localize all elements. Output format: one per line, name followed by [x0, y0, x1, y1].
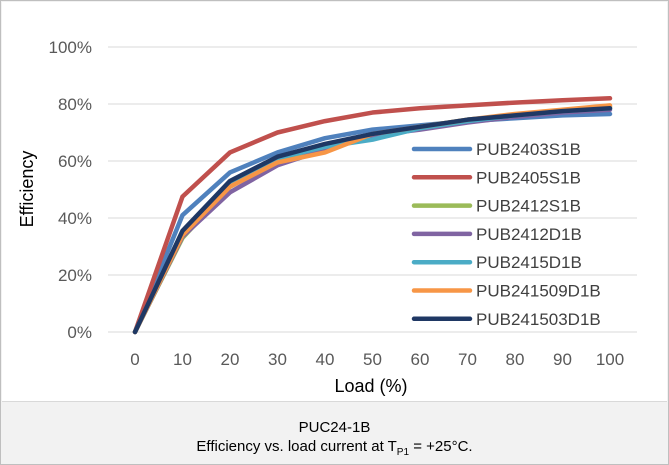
x-tick-label: 20: [221, 350, 240, 369]
figure-caption: PUC24-1B Efficiency vs. load current at …: [0, 418, 669, 462]
x-tick-label: 70: [458, 350, 477, 369]
legend: PUB2403S1B PUB2405S1B PUB2412S1B PUB2412D1B…: [411, 140, 601, 329]
caption-subtitle: Efficiency vs. load current at TP1 = +25…: [0, 437, 669, 462]
legend-label-pub2415d1b: PUB2415D1B: [476, 253, 582, 272]
series-line-pub241503d1b: [132, 106, 613, 335]
legend-label-pub2412d1b: PUB2412D1B: [476, 225, 582, 244]
x-tick-label: 0: [130, 350, 139, 369]
x-tick-label: 80: [506, 350, 525, 369]
x-tick-label: 50: [363, 350, 382, 369]
series-line-pub2405s1b: [132, 96, 613, 335]
series-lines: [132, 96, 613, 335]
legend-label-pub2405s1b: PUB2405S1B: [476, 168, 581, 187]
y-tick-label: 40%: [58, 209, 92, 228]
y-tick-label: 0%: [67, 323, 92, 342]
legend-label-pub2403s1b: PUB2403S1B: [476, 140, 581, 159]
x-tick-label: 100: [596, 350, 624, 369]
caption-subscript: P1: [396, 447, 410, 458]
x-tick-label: 40: [316, 350, 335, 369]
legend-label-pub2412s1b: PUB2412S1B: [476, 197, 581, 216]
efficiency-chart: 0% 20% 40% 60% 80% 100% 0 10 20 30 40 50 60 70 80 90 100…: [17, 38, 637, 396]
y-tick-label: 20%: [58, 266, 92, 285]
y-tick-label: 80%: [58, 95, 92, 114]
x-axis-title: Load (%): [334, 376, 407, 396]
legend-label-pub241503d1b: PUB241503D1B: [476, 310, 601, 329]
x-tick-label: 60: [411, 350, 430, 369]
y-tick-label: 60%: [58, 152, 92, 171]
legend-label-pub241509d1b: PUB241509D1B: [476, 282, 601, 301]
caption-title: PUC24-1B: [298, 419, 371, 436]
y-axis-title: Efficiency: [17, 151, 37, 228]
x-tick-label: 30: [268, 350, 287, 369]
y-tick-label: 100%: [49, 38, 92, 57]
caption-subtitle-suffix: = +25°C.: [409, 438, 473, 455]
x-tick-label: 90: [553, 350, 572, 369]
caption-subtitle-prefix: Efficiency vs. load current at T: [196, 438, 397, 455]
x-tick-label: 10: [173, 350, 192, 369]
axes: 0% 20% 40% 60% 80% 100% 0 10 20 30 40 50 60 70 80 90 100: [49, 38, 637, 369]
chart-panel: 0% 20% 40% 60% 80% 100% 0 10 20 30 40 50 60 70 80 90 100…: [2, 2, 667, 402]
